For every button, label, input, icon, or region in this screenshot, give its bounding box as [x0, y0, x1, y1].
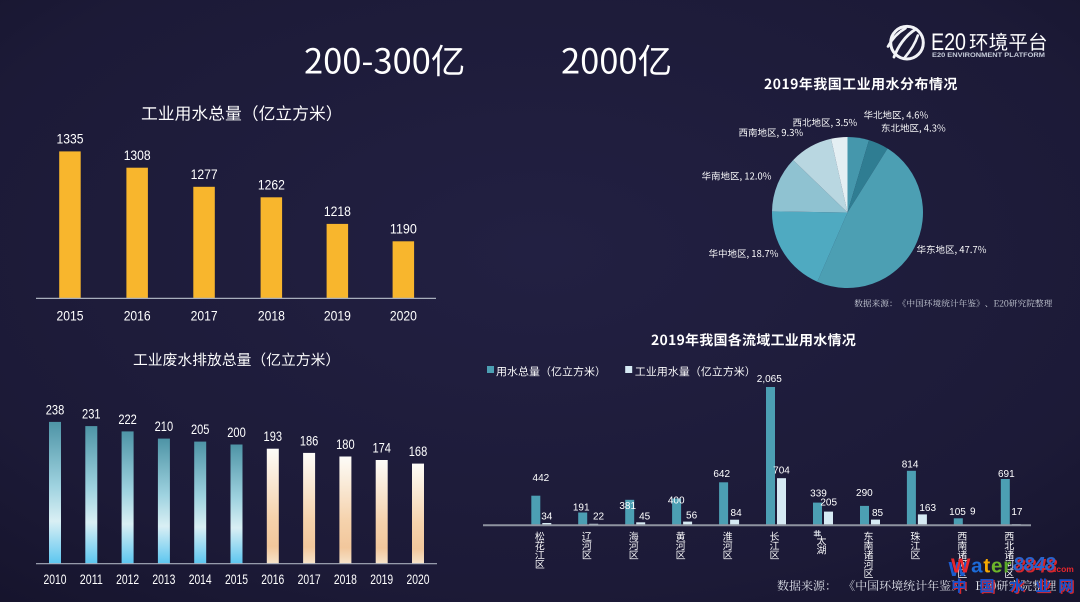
svg-text:2011: 2011 — [80, 571, 103, 587]
svg-text:642: 642 — [713, 469, 730, 480]
svg-text:2019: 2019 — [370, 571, 393, 587]
svg-text:105: 105 — [949, 507, 966, 518]
svg-text:22: 22 — [593, 511, 605, 522]
svg-text:2018: 2018 — [334, 571, 357, 587]
svg-text:205: 205 — [191, 421, 210, 437]
svg-text:r: r — [1003, 555, 1011, 578]
svg-text:180: 180 — [336, 436, 355, 452]
svg-text:2010: 2010 — [44, 571, 67, 587]
svg-text:200: 200 — [227, 424, 246, 440]
svg-text:290: 290 — [856, 488, 873, 499]
svg-text:85: 85 — [872, 508, 884, 519]
svg-text:186: 186 — [300, 432, 319, 448]
svg-text:.com: .com — [1054, 564, 1074, 574]
svg-text:E20: E20 — [931, 29, 966, 56]
svg-text:a: a — [971, 555, 983, 578]
svg-text:2017: 2017 — [298, 571, 321, 587]
svg-text:1218: 1218 — [324, 203, 351, 219]
svg-text:2013: 2013 — [152, 571, 175, 587]
svg-text:2016: 2016 — [124, 308, 151, 324]
svg-text:1308: 1308 — [124, 147, 151, 163]
svg-text:2020: 2020 — [407, 571, 430, 587]
svg-text:163: 163 — [919, 503, 936, 514]
svg-text:9: 9 — [970, 507, 976, 518]
svg-text:W: W — [951, 555, 971, 578]
svg-text:t: t — [983, 555, 990, 578]
svg-text:2,065: 2,065 — [757, 374, 782, 385]
svg-text:2018: 2018 — [258, 308, 285, 324]
svg-text:17: 17 — [1011, 507, 1023, 518]
svg-text:704: 704 — [773, 466, 790, 477]
svg-text:1262: 1262 — [258, 177, 285, 193]
svg-text:381: 381 — [619, 501, 636, 512]
svg-text:2020: 2020 — [390, 308, 417, 324]
svg-text:e: e — [991, 555, 1002, 578]
svg-text:168: 168 — [409, 443, 428, 459]
svg-text:34: 34 — [541, 511, 553, 522]
svg-text:1335: 1335 — [57, 131, 84, 147]
svg-text:191: 191 — [573, 502, 590, 513]
svg-text:2016: 2016 — [261, 571, 284, 587]
svg-text:193: 193 — [264, 428, 283, 444]
svg-text:174: 174 — [372, 440, 391, 456]
svg-text:1277: 1277 — [191, 166, 218, 182]
svg-text:238: 238 — [46, 401, 65, 417]
svg-text:2019: 2019 — [324, 308, 351, 324]
svg-text:E20 ENVIRONMENT PLATFORM: E20 ENVIRONMENT PLATFORM — [932, 53, 1045, 59]
svg-text:2017: 2017 — [191, 308, 218, 324]
svg-text:2012: 2012 — [116, 571, 139, 587]
svg-text:691: 691 — [998, 469, 1015, 480]
svg-text:222: 222 — [118, 411, 137, 427]
svg-text:1190: 1190 — [390, 221, 417, 237]
svg-text:8848: 8848 — [1015, 556, 1058, 577]
svg-text:84: 84 — [731, 508, 743, 519]
svg-text:2015: 2015 — [225, 571, 248, 587]
svg-text:8848: 8848 — [1013, 555, 1056, 576]
svg-text:210: 210 — [155, 418, 174, 434]
svg-text:2015: 2015 — [57, 308, 84, 324]
svg-text:814: 814 — [902, 459, 919, 470]
svg-text:45: 45 — [639, 511, 651, 522]
svg-text:231: 231 — [82, 406, 101, 422]
svg-text:205: 205 — [820, 498, 837, 509]
svg-text:2014: 2014 — [189, 571, 212, 587]
svg-text:W: W — [949, 558, 969, 581]
svg-text:56: 56 — [686, 511, 698, 522]
svg-text:400: 400 — [668, 496, 685, 507]
svg-text:442: 442 — [533, 473, 550, 484]
svg-text:339: 339 — [810, 488, 827, 499]
